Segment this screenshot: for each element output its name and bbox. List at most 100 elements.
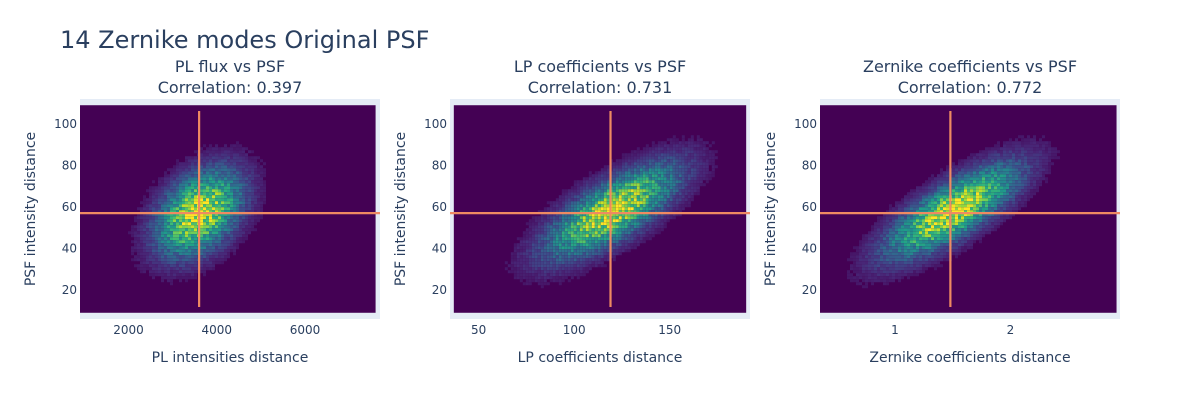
heatmap-cell: [179, 186, 182, 190]
heatmap-cell: [991, 225, 994, 229]
heatmap-cell: [1039, 165, 1042, 169]
heatmap-cell: [570, 210, 574, 214]
heatmap-cell: [916, 204, 919, 208]
heatmap-cell: [564, 252, 568, 256]
heatmap-cell: [615, 249, 619, 253]
heatmap-cell: [558, 225, 562, 229]
heatmap-cell: [934, 264, 937, 268]
heatmap-cell: [152, 258, 155, 262]
heatmap-cell: [916, 249, 919, 253]
heatmap-cell: [910, 249, 913, 253]
heatmap-cell: [937, 180, 940, 184]
heatmap-cell: [540, 276, 544, 280]
heatmap-cell: [570, 243, 574, 247]
heatmap-cell: [137, 240, 140, 244]
heatmap-cell: [654, 225, 658, 229]
heatmap-cell: [155, 213, 158, 217]
heatmap-cell: [513, 270, 517, 274]
heatmap-cell: [131, 252, 134, 256]
heatmap-cell: [883, 267, 886, 271]
heatmap-cell: [516, 264, 520, 268]
heatmap-cell: [1015, 177, 1018, 181]
heatmap-cell: [657, 153, 661, 157]
heatmap-cell: [1036, 144, 1039, 148]
heatmap-cell: [600, 219, 604, 223]
heatmap-cell: [573, 246, 577, 250]
heatmap-cell: [567, 246, 571, 250]
heatmap-cell: [967, 219, 970, 223]
heatmap-cell: [182, 234, 185, 238]
heatmap-cell: [633, 156, 637, 160]
heatmap-cell: [588, 216, 592, 220]
heatmap-cell: [143, 246, 146, 250]
heatmap-cell: [910, 270, 913, 274]
heatmap-cell: [708, 153, 712, 157]
heatmap-cell: [522, 234, 526, 238]
heatmap-cell: [579, 252, 583, 256]
heatmap-cell: [624, 228, 628, 232]
heatmap-cell: [850, 264, 853, 268]
heatmap-cell: [630, 234, 634, 238]
heatmap-cell: [194, 225, 197, 229]
heatmap-cell: [651, 147, 655, 151]
heatmap-cell: [955, 195, 958, 199]
heatmap-cell: [200, 267, 203, 271]
heatmap-cell: [600, 204, 604, 208]
heatmap-cell: [131, 225, 134, 229]
heatmap-cell: [651, 177, 655, 181]
heatmap-cell: [579, 228, 583, 232]
heatmap-cell: [543, 282, 547, 286]
heatmap-cell: [970, 153, 973, 157]
heatmap-cell: [570, 261, 574, 265]
heatmap-cell: [170, 273, 173, 277]
heatmap-cell: [564, 246, 568, 250]
heatmap-cell: [901, 219, 904, 223]
heatmap-cell: [170, 249, 173, 253]
heatmap-cell: [149, 240, 152, 244]
heatmap-cell: [946, 207, 949, 211]
heatmap-cell: [711, 153, 715, 157]
heatmap-cell: [612, 186, 616, 190]
heatmap-cell: [149, 189, 152, 193]
heatmap-cell: [552, 246, 556, 250]
heatmap-cell: [146, 255, 149, 259]
heatmap-cell: [233, 219, 236, 223]
heatmap-cell: [982, 216, 985, 220]
heatmap-cell: [194, 270, 197, 274]
heatmap-cell: [976, 192, 979, 196]
heatmap-cell: [630, 165, 634, 169]
heatmap-cell: [681, 174, 685, 178]
heatmap-cell: [170, 198, 173, 202]
heatmap-cell: [880, 264, 883, 268]
heatmap-cell: [179, 222, 182, 226]
heatmap-cell: [976, 165, 979, 169]
heatmap-cell: [627, 165, 631, 169]
heatmap-cell: [651, 192, 655, 196]
heatmap-cell: [922, 186, 925, 190]
heatmap-cell: [958, 186, 961, 190]
heatmap-cell: [850, 273, 853, 277]
heatmap-cell: [191, 219, 194, 223]
heatmap-cell: [615, 162, 619, 166]
heatmap-cell: [140, 261, 143, 265]
heatmap-cell: [585, 249, 589, 253]
heatmap-cell: [182, 237, 185, 241]
heatmap-cell: [188, 186, 191, 190]
heatmap-cell: [248, 150, 251, 154]
heatmap-cell: [913, 240, 916, 244]
heatmap-cell: [997, 162, 1000, 166]
heatmap-cell: [564, 213, 568, 217]
heatmap-cell: [257, 174, 260, 178]
heatmap-cell: [612, 183, 616, 187]
heatmap-cell: [194, 174, 197, 178]
heatmap-cell: [874, 225, 877, 229]
heatmap-cell: [540, 243, 544, 247]
heatmap-cell: [1006, 150, 1009, 154]
heatmap-cell: [558, 249, 562, 253]
heatmap-cell: [1033, 162, 1036, 166]
heatmap-cell: [615, 174, 619, 178]
heatmap-cell: [564, 234, 568, 238]
heatmap-cell: [615, 186, 619, 190]
heatmap-cell: [194, 156, 197, 160]
heatmap-cell: [865, 270, 868, 274]
